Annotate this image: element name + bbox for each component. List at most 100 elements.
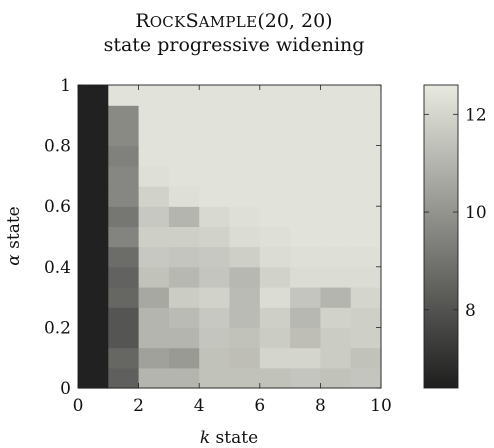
heatmap-cell bbox=[350, 287, 382, 308]
heatmap-cell bbox=[350, 347, 382, 369]
heatmap-cell bbox=[259, 85, 291, 106]
x-tick-label: 0 bbox=[73, 396, 84, 416]
x-axis-label: k state bbox=[200, 428, 258, 448]
y-tick-label: 0.8 bbox=[44, 137, 71, 157]
heatmap-cell bbox=[78, 206, 109, 227]
heatmap-cell bbox=[259, 186, 291, 207]
heatmap-cell bbox=[290, 145, 321, 167]
heatmap-cell bbox=[350, 206, 382, 227]
heatmap-cell bbox=[199, 165, 231, 187]
heatmap-cell bbox=[168, 165, 200, 187]
y-axis-label: α state bbox=[4, 206, 24, 265]
heatmap-cell bbox=[290, 125, 321, 147]
heatmap-cell bbox=[350, 125, 382, 147]
heatmap-cell bbox=[138, 105, 170, 126]
heatmap-cell bbox=[168, 226, 200, 248]
heatmap-cell bbox=[320, 266, 352, 288]
heatmap-cell bbox=[259, 105, 291, 126]
heatmap-cell bbox=[290, 307, 321, 328]
heatmap-cell bbox=[350, 266, 382, 288]
y-tick-label: 1 bbox=[60, 76, 71, 96]
heatmap-cell bbox=[199, 287, 231, 308]
heatmap-cell bbox=[168, 327, 200, 349]
heatmap-cell bbox=[78, 85, 109, 106]
heatmap-cell bbox=[350, 307, 382, 328]
heatmap-cell bbox=[229, 105, 261, 126]
heatmap-cell bbox=[199, 206, 231, 227]
heatmap-cell bbox=[168, 206, 200, 227]
heatmap-cell bbox=[350, 226, 382, 248]
heatmap-cell bbox=[168, 266, 200, 288]
heatmap-cell bbox=[229, 125, 261, 147]
heatmap-cell bbox=[290, 206, 321, 227]
heatmap-cell bbox=[108, 206, 140, 227]
colorbar-ticks: 8 10 12 bbox=[424, 105, 487, 321]
heatmap-cell bbox=[108, 347, 140, 369]
heatmap-cell bbox=[138, 165, 170, 187]
colorbar-tick-label: 12 bbox=[465, 105, 487, 125]
heatmap-cell bbox=[229, 145, 261, 167]
x-tick-label: 8 bbox=[315, 396, 326, 416]
heatmap-cell bbox=[290, 266, 321, 288]
heatmap-cell bbox=[108, 307, 140, 328]
heatmap-cell bbox=[259, 246, 291, 268]
heatmap-cell bbox=[138, 186, 170, 207]
heatmap-cell bbox=[108, 226, 140, 248]
heatmap-cell bbox=[199, 266, 231, 288]
heatmap-cell bbox=[229, 367, 261, 389]
heatmap-cell bbox=[259, 206, 291, 227]
y-tick-label: 0 bbox=[60, 379, 71, 399]
heatmap-cell bbox=[199, 327, 231, 349]
heatmap-cell bbox=[259, 327, 291, 349]
heatmap-cell bbox=[168, 287, 200, 308]
heatmap-cell bbox=[259, 165, 291, 187]
heatmap-cell bbox=[290, 327, 321, 349]
heatmap-cell bbox=[259, 226, 291, 248]
heatmap-cell bbox=[168, 85, 200, 106]
heatmap-cell bbox=[320, 85, 352, 106]
heatmap-cell bbox=[199, 347, 231, 369]
heatmap-cell bbox=[138, 327, 170, 349]
heatmap-cell bbox=[290, 165, 321, 187]
heatmap-cell bbox=[168, 347, 200, 369]
heatmap-cell bbox=[229, 165, 261, 187]
heatmap-cell bbox=[350, 246, 382, 268]
heatmap-cell bbox=[290, 246, 321, 268]
heatmap-cell bbox=[108, 145, 140, 167]
x-tick-label: 4 bbox=[194, 396, 205, 416]
heatmap-cell bbox=[78, 165, 109, 187]
heatmap-cell bbox=[108, 186, 140, 207]
heatmap-cell bbox=[78, 287, 109, 308]
heatmap-cell bbox=[138, 307, 170, 328]
heatmap-cell bbox=[108, 246, 140, 268]
heatmap-cell bbox=[199, 226, 231, 248]
heatmap-cell bbox=[108, 165, 140, 187]
heatmap-cells bbox=[78, 85, 382, 389]
heatmap-cell bbox=[320, 347, 352, 369]
x-tick-label: 10 bbox=[370, 396, 392, 416]
heatmap-cell bbox=[320, 145, 352, 167]
heatmap-cell bbox=[290, 85, 321, 106]
heatmap-cell bbox=[320, 105, 352, 126]
heatmap-cell bbox=[108, 266, 140, 288]
heatmap-cell bbox=[138, 206, 170, 227]
x-axis-ticks: 0 2 4 6 8 10 bbox=[73, 85, 392, 416]
heatmap-cell bbox=[229, 226, 261, 248]
heatmap-cell bbox=[229, 85, 261, 106]
heatmap-cell bbox=[320, 246, 352, 268]
heatmap-cell bbox=[259, 347, 291, 369]
heatmap-cell bbox=[138, 266, 170, 288]
heatmap-cell bbox=[108, 105, 140, 126]
heatmap-cell bbox=[320, 165, 352, 187]
x-tick-label: 6 bbox=[254, 396, 265, 416]
heatmap-cell bbox=[78, 105, 109, 126]
heatmap-cell bbox=[168, 367, 200, 389]
heatmap-cell bbox=[168, 145, 200, 167]
heatmap-cell bbox=[259, 145, 291, 167]
colorbar bbox=[423, 84, 459, 389]
chart-title: ROCKSAMPLE(20, 20) bbox=[135, 10, 332, 32]
heatmap-cell bbox=[290, 367, 321, 389]
heatmap-cell bbox=[108, 327, 140, 349]
heatmap-cell bbox=[350, 105, 382, 126]
